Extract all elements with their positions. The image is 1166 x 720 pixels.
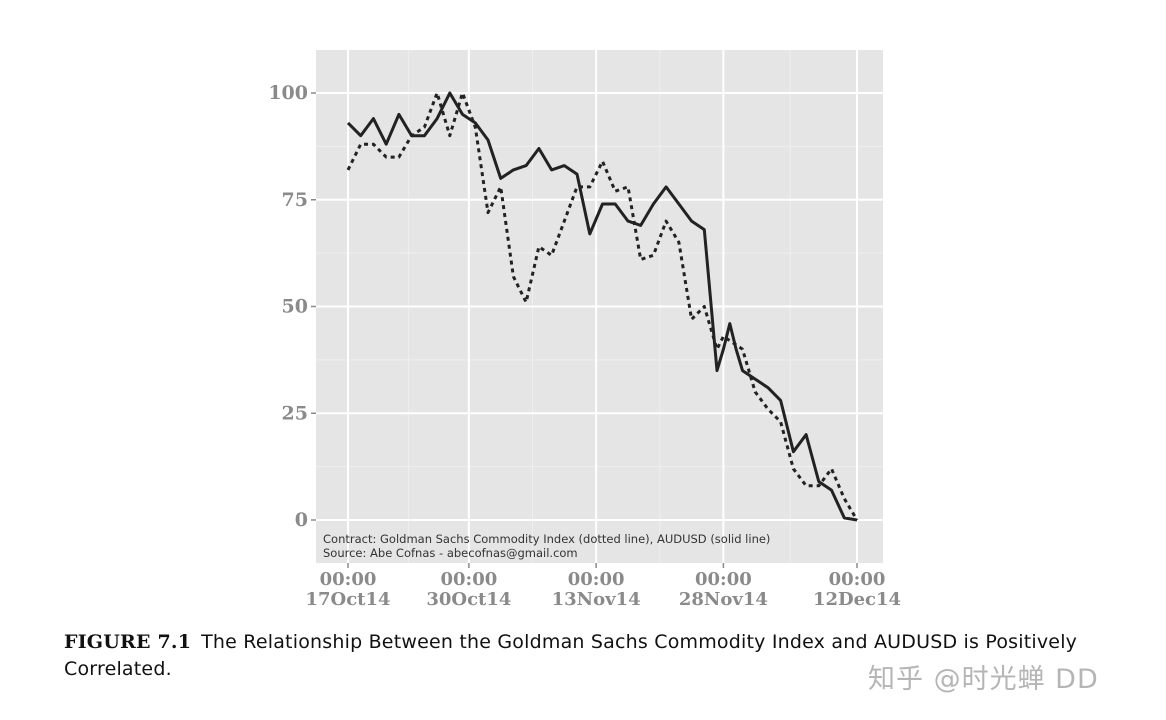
x-tick-label-date: 28Nov14 bbox=[679, 589, 768, 610]
y-tick-label: 100 bbox=[268, 82, 308, 104]
x-tick-label-time: 00:00 bbox=[695, 569, 752, 590]
figure-label: FIGURE 7.1 bbox=[64, 631, 192, 653]
gridlines bbox=[316, 50, 883, 563]
chart-annotation-contract: Contract: Goldman Sachs Commodity Index … bbox=[323, 532, 770, 546]
series-line-audusd-solid bbox=[346, 91, 858, 522]
x-tick-label-time: 00:00 bbox=[441, 569, 498, 590]
y-tick-label: 50 bbox=[282, 296, 308, 318]
series-lines bbox=[346, 91, 859, 522]
chart-annotation-source: Source: Abe Cofnas - abecofnas@gmail.com bbox=[323, 546, 578, 560]
watermark: 知乎 @时光蝉 DD bbox=[868, 664, 1099, 695]
y-tick-label: 75 bbox=[282, 189, 308, 211]
figure-caption-text: The Relationship Between the Goldman Sac… bbox=[64, 631, 1078, 680]
y-tick-label: 0 bbox=[295, 509, 308, 531]
figure-caption: FIGURE 7.1 The Relationship Between the G… bbox=[64, 629, 1124, 683]
y-axis: 0 25 50 75 100 bbox=[268, 82, 316, 531]
x-tick-label-date: 30Oct14 bbox=[426, 589, 511, 610]
x-tick-label-date: 17Oct14 bbox=[305, 589, 390, 610]
x-tick-label-date: 12Dec14 bbox=[813, 589, 901, 610]
x-axis: 00:0017Oct1400:0030Oct1400:0013Nov1400:0… bbox=[305, 563, 901, 610]
x-tick-label-date: 13Nov14 bbox=[552, 589, 641, 610]
x-tick-label-time: 00:00 bbox=[568, 569, 625, 590]
y-tick-label: 25 bbox=[282, 402, 308, 424]
x-tick-label-time: 00:00 bbox=[320, 569, 377, 590]
x-tick-label-time: 00:00 bbox=[829, 569, 886, 590]
